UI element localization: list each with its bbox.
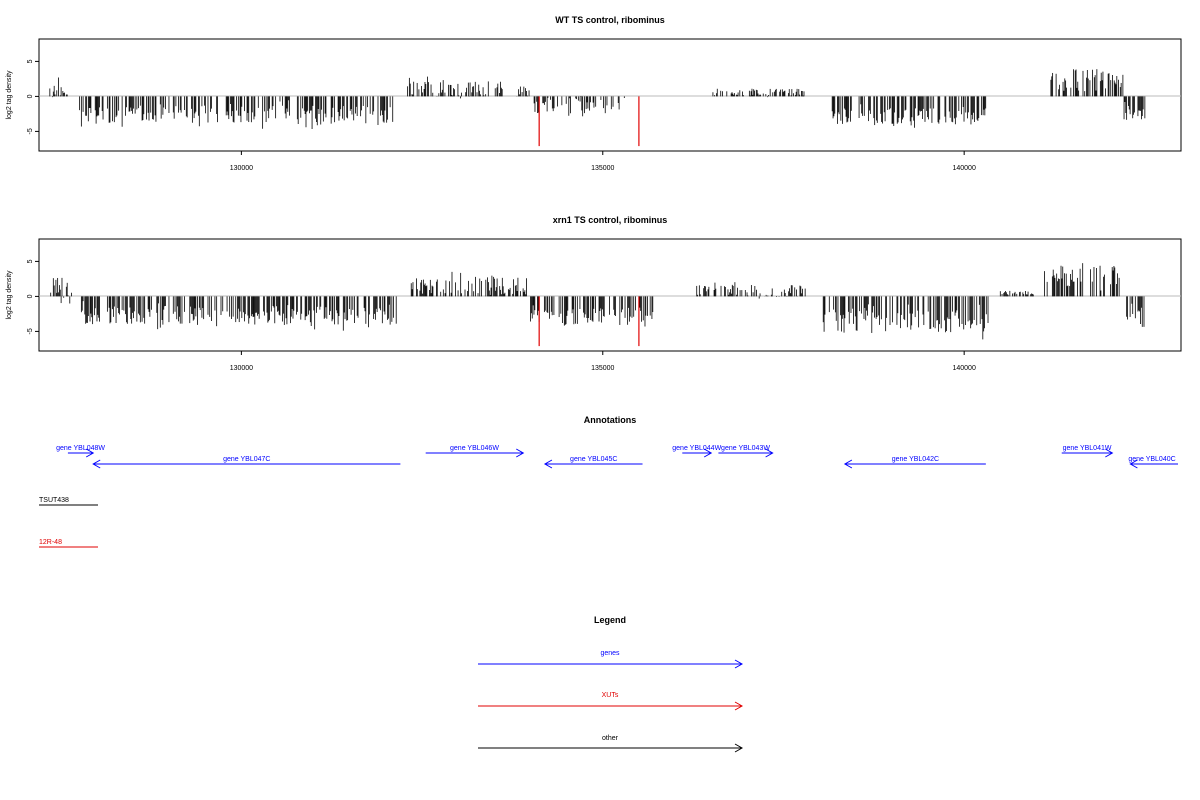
gene-arrows: gene YBL048W gene YBL047C gene YBL046W gene… (56, 445, 1178, 469)
xrn1-plot-frame (38, 238, 1182, 352)
legend-item-other: other (478, 735, 744, 753)
gene-feature: gene YBL043W (718, 445, 774, 458)
xrn1-xtick-label: 140000 (952, 365, 975, 372)
gene-arrowhead (85, 448, 95, 458)
gene-arrowhead (765, 448, 774, 458)
xrn1-ytick-label: 0 (27, 294, 34, 298)
gene-label: gene YBL046W (450, 445, 499, 452)
gene-feature: gene YBL045C (543, 456, 643, 469)
gene-feature: gene YBL046W (425, 445, 525, 458)
other-feature-label: TSUT438 (39, 497, 69, 504)
wt-ytick-label: -5 (27, 128, 34, 134)
gene-label: gene YBL043W (721, 445, 770, 452)
xrn1-bars (50, 263, 1145, 347)
xrn1-track-title: xrn1 TS control, ribominus (553, 215, 668, 225)
wt-x-axis: 130000 135000 140000 (230, 151, 976, 172)
gene-arrowhead (92, 459, 101, 469)
gene-arrowhead (543, 459, 553, 469)
gene-feature: gene YBL048W (56, 445, 105, 458)
gene-label: gene YBL042C (892, 456, 939, 463)
wt-plot-frame (38, 38, 1182, 152)
legend-label-other: other (602, 735, 619, 742)
wt-y-axis-label: log2 tag density (6, 70, 13, 120)
gene-label: gene YBL044W (672, 445, 721, 452)
wt-y-axis: -5 0 5 (27, 59, 39, 135)
legend-item-genes: genes (478, 650, 744, 669)
xrn1-y-axis-label: log2 tag density (6, 270, 13, 320)
gene-arrowhead (843, 459, 853, 469)
xrn1-xtick-label: 135000 (591, 365, 614, 372)
xrn1-ytick-label: 5 (27, 259, 34, 263)
gene-label: gene YBL041W (1063, 445, 1112, 452)
gene-label: gene YBL040C (1128, 456, 1175, 463)
gene-label: gene YBL048W (56, 445, 105, 452)
xrn1-x-axis: 130000 135000 140000 (230, 351, 976, 372)
xrn1-y-axis: -5 0 5 (27, 259, 39, 335)
gene-arrowhead (1105, 448, 1114, 458)
legend-label-genes: genes (600, 650, 620, 657)
legend-arrowhead-genes (734, 659, 744, 669)
xut-feature-label: 12R-48 (39, 539, 62, 546)
gene-arrowhead (703, 448, 713, 458)
gene-feature: gene YBL041W (1061, 445, 1114, 458)
legend: Legend genes XUTs other (478, 615, 744, 753)
annotations-title: Annotations (584, 415, 637, 425)
gene-arrowhead (1129, 459, 1138, 469)
xut-feature: 12R-48 (39, 539, 98, 548)
gene-label: gene YBL047C (223, 456, 270, 463)
gene-feature: gene YBL042C (843, 456, 986, 469)
other-feature: TSUT438 (39, 497, 98, 506)
xrn1-track-panel: xrn1 TS control, ribominus log2 tag dens… (6, 215, 1182, 372)
gene-feature: gene YBL047C (92, 456, 401, 469)
legend-title: Legend (594, 615, 626, 625)
legend-arrowhead-xuts (734, 701, 744, 711)
wt-xtick-label: 135000 (591, 165, 614, 172)
legend-arrowhead-other (734, 743, 744, 753)
gene-feature: gene YBL040C (1128, 456, 1178, 469)
wt-bars (49, 69, 1146, 147)
wt-ytick-label: 0 (27, 94, 34, 98)
legend-label-xuts: XUTs (602, 692, 619, 699)
wt-track-title: WT TS control, ribominus (555, 15, 665, 25)
xrn1-xtick-label: 130000 (230, 365, 253, 372)
wt-ytick-label: 5 (27, 59, 34, 63)
gene-feature: gene YBL044W (672, 445, 722, 458)
gene-arrowhead (516, 448, 525, 458)
gene-label: gene YBL045C (570, 456, 617, 463)
xrn1-ytick-label: -5 (27, 328, 34, 334)
wt-xtick-label: 130000 (230, 165, 253, 172)
wt-track-panel: WT TS control, ribominus log2 tag densit… (6, 15, 1182, 172)
wt-xtick-label: 140000 (952, 165, 975, 172)
legend-item-xuts: XUTs (478, 692, 744, 711)
